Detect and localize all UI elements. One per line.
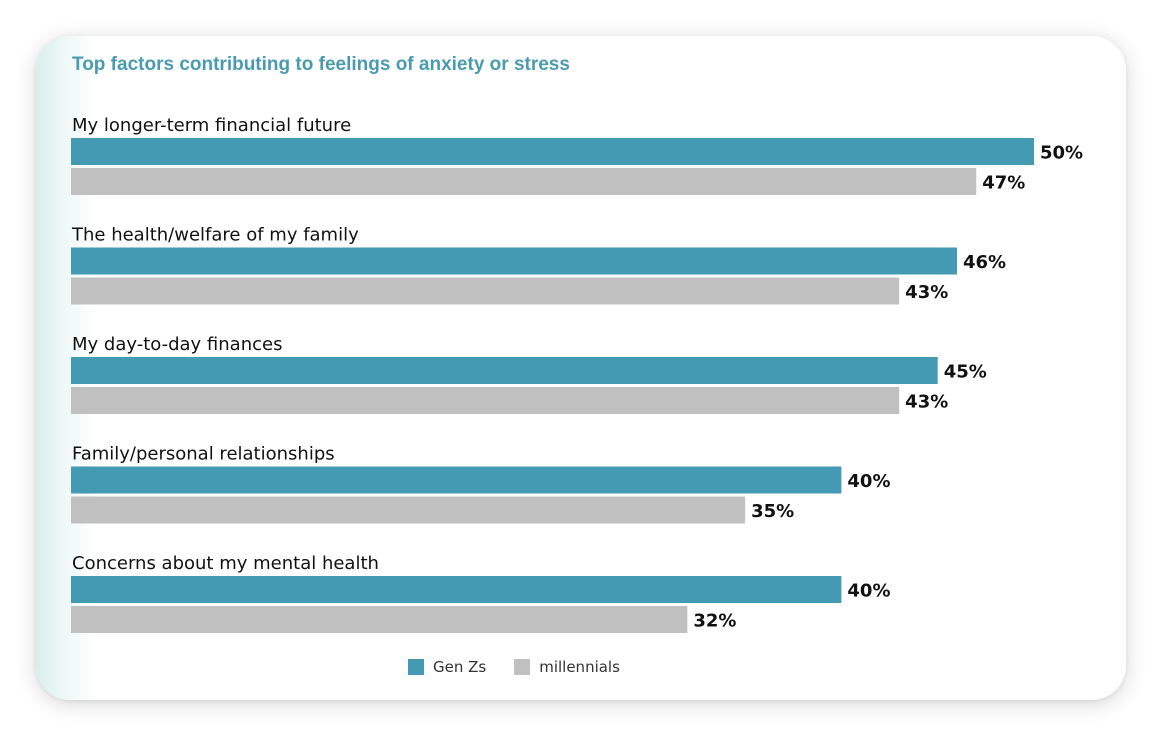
bar-gen-zs-family-personal-relationships [71,466,842,494]
bar-millennials-family-personal-relationships [71,496,746,524]
bar-millennials-my-day-to-day-finances [71,387,900,414]
category-label-my-longer-term-financial-future: My longer-term financial future [72,115,351,136]
value-label-millennials-family-personal-relationships: 35% [751,501,794,522]
legend-swatch-gen-zs [408,659,424,675]
legend: Gen Zs millennials [408,658,620,676]
legend-item-millennials: millennials [514,658,620,676]
value-label-millennials-my-day-to-day-finances: 43% [905,392,948,413]
legend-label-gen-zs: Gen Zs [433,658,487,676]
bars-layer: My longer-term financial future 50% 47% The… [71,115,1083,633]
value-label-millennials-the-health-welfare-of-my-family: 43% [905,282,948,303]
value-label-millennials-concerns-about-my-mental-health: 32% [693,611,736,632]
category-label-the-health-welfare-of-my-family: The health/welfare of my family [71,225,359,246]
bar-gen-zs-my-day-to-day-finances [71,357,938,384]
legend-swatch-millennials [514,659,531,675]
bar-millennials-the-health-welfare-of-my-family [71,277,900,305]
value-label-gen-zs-my-longer-term-financial-future: 50% [1040,143,1083,164]
value-label-gen-zs-concerns-about-my-mental-health: 40% [847,581,890,602]
category-label-family-personal-relationships: Family/personal relationships [72,444,335,465]
value-label-millennials-my-longer-term-financial-future: 47% [982,173,1025,194]
value-label-gen-zs-the-health-welfare-of-my-family: 46% [963,252,1006,273]
bar-gen-zs-concerns-about-my-mental-health [71,576,842,603]
legend-label-millennials: millennials [539,658,620,676]
chart-title: Top factors contributing to feelings of … [72,54,570,75]
bar-gen-zs-my-longer-term-financial-future [71,138,1034,165]
bar-gen-zs-the-health-welfare-of-my-family [71,247,957,275]
value-label-gen-zs-my-day-to-day-finances: 45% [944,362,987,383]
category-label-my-day-to-day-finances: My day-to-day finances [72,334,282,355]
value-label-gen-zs-family-personal-relationships: 40% [847,471,890,492]
legend-item-gen-zs: Gen Zs [408,658,486,676]
bar-millennials-my-longer-term-financial-future [71,168,977,195]
bar-millennials-concerns-about-my-mental-health [71,606,688,633]
category-label-concerns-about-my-mental-health: Concerns about my mental health [72,553,379,574]
